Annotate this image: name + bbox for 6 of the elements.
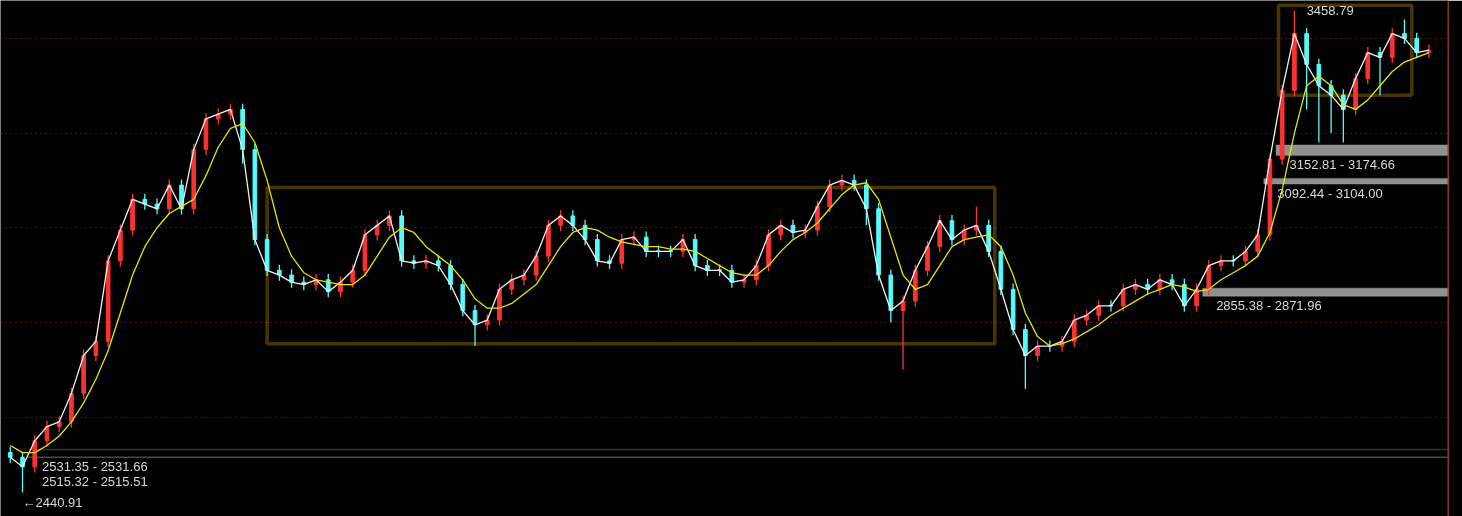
band-label: 2531.35 - 2531.66 [42,459,148,475]
annotation: ←2440.91 [22,494,83,510]
band-label: 2515.32 - 2515.51 [42,474,148,490]
band-label: 3152.81 - 3174.66 [1289,157,1396,173]
band-label: 2855.38 - 2871.96 [1216,298,1322,314]
annotation: 3458.79 [1306,3,1354,19]
